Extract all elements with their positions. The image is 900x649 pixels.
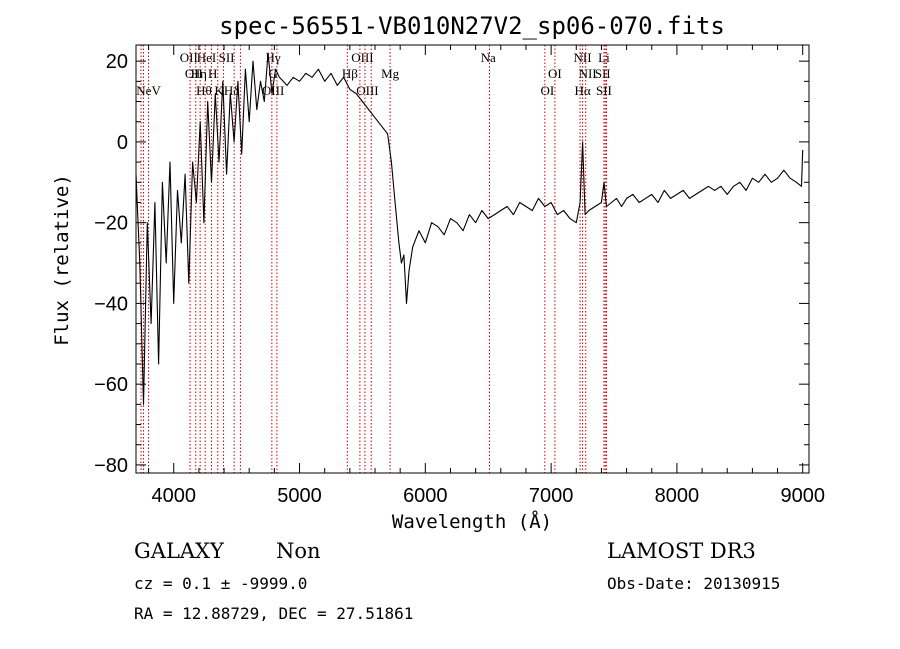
line-label: Hγ (266, 50, 281, 65)
line-label: OI (540, 83, 554, 98)
y-tick-label: −20 (94, 213, 128, 235)
line-label: Hθ (196, 83, 212, 98)
object-class: GALAXY (134, 539, 225, 563)
x-tick-label: 4000 (151, 485, 196, 507)
line-label: H (208, 66, 217, 81)
line-label: SII (596, 83, 612, 98)
line-label: G (268, 66, 277, 81)
line-label: NII (579, 66, 597, 81)
line-label: OII (180, 50, 198, 65)
emission-line-markers (140, 45, 607, 473)
line-label: OIII (351, 50, 373, 65)
line-label: Mg (381, 66, 400, 81)
line-label: Na (481, 50, 496, 65)
line-label: Hδ (224, 83, 240, 98)
object-subclass: Non (276, 539, 321, 563)
y-tick-label: −80 (94, 455, 128, 477)
line-label: NeV (136, 83, 161, 98)
observation-date: Obs-Date: 20130915 (607, 574, 780, 593)
x-tick-label: 7000 (529, 485, 574, 507)
line-label: OIII (262, 83, 284, 98)
x-axis-label: Wavelength (Å) (392, 510, 552, 533)
coordinates-text: RA = 12.88729, DEC = 27.51861 (134, 604, 413, 623)
x-tick-label: 5000 (277, 485, 322, 507)
y-tick-label: −60 (94, 374, 128, 396)
y-tick-label: 20 (106, 51, 128, 73)
chart-title: spec-56551-VB010N27V2_sp06-070.fits (219, 12, 725, 40)
redshift-text: cz = 0.1 ± -9999.0 (134, 574, 307, 593)
survey-name: LAMOST DR3 (607, 539, 756, 563)
y-axis-label: Flux (relative) (51, 174, 73, 346)
line-label: OI (548, 66, 562, 81)
y-tick-label: −40 (94, 293, 128, 315)
y-tick-label: 0 (117, 132, 128, 154)
line-label: OIII (356, 83, 378, 98)
spectrum-series (135, 52, 804, 405)
x-tick-label: 9000 (780, 485, 825, 507)
line-label: NII (574, 50, 592, 65)
line-label: SII (595, 66, 611, 81)
line-label: Hη (191, 66, 207, 81)
line-label: K (214, 83, 224, 98)
line-label: SII (219, 50, 235, 65)
x-tick-label: 8000 (655, 485, 700, 507)
line-label: Li (598, 50, 610, 65)
line-label: OII (185, 66, 203, 81)
line-labels: NeVOIIOIIHηHθHeIHKSIIHδHγGOIIIOIIIHβOIII… (136, 50, 612, 98)
spectrum-line (135, 52, 804, 405)
line-label: HeI (197, 50, 217, 65)
x-tick-label: 6000 (403, 485, 448, 507)
line-label: Hβ (342, 66, 358, 81)
plot-frame (135, 44, 810, 474)
axis-ticks: 4000 5000 6000 7000 8000 9000 −80 −60 −40 −20 0 20 (94, 45, 825, 507)
line-label: Hα (574, 83, 590, 98)
